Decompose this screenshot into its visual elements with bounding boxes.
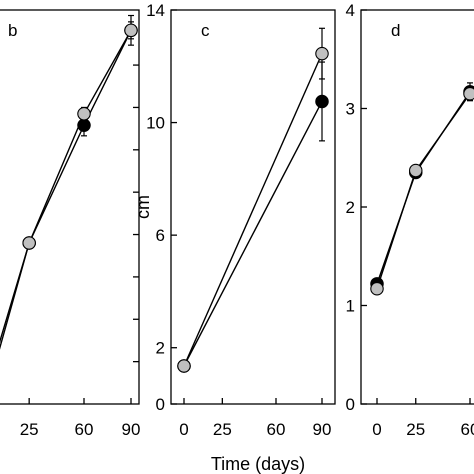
series-line-gray [0, 29, 132, 344]
y-tick-label: 0 [346, 395, 355, 414]
x-tick-label: 90 [313, 420, 332, 439]
x-axis-title: Time (days) [211, 454, 305, 474]
panel-b: b 25 60 90 [0, 9, 141, 439]
x-tick-label: 60 [267, 420, 286, 439]
x-tick-label: 60 [461, 420, 474, 439]
series-line-black [0, 30, 132, 350]
data-point-gray [408, 163, 423, 178]
x-tick-label: 90 [122, 420, 141, 439]
series-line-gray [183, 53, 323, 367]
data-point-gray [177, 359, 191, 373]
y-tick-label: 14 [146, 1, 165, 20]
y-tick-label: 0 [156, 395, 165, 414]
x-tick-label: 25 [213, 420, 232, 439]
data-point-gray [315, 46, 329, 61]
data-point-gray [370, 282, 384, 296]
series-line-gray [376, 93, 471, 289]
data-point-gray [124, 23, 138, 38]
panel-b-frame [0, 9, 140, 405]
data-point-gray [463, 86, 474, 101]
panel-letter-d: d [391, 21, 400, 40]
panel-c-frame [170, 9, 336, 405]
y-tick-label: 6 [156, 226, 165, 245]
data-point-gray [22, 236, 36, 250]
series-line-black [376, 91, 471, 285]
y-tick-label: 3 [346, 100, 355, 119]
y-tick-label: 1 [346, 297, 355, 316]
panel-d-frame [360, 9, 474, 405]
x-tick-label: 0 [179, 420, 188, 439]
y-axis-title: cm [133, 195, 153, 219]
data-point-black [315, 94, 329, 109]
panel-d: d 0 25 60 0 1 2 3 4 [346, 1, 474, 439]
x-tick-label: 0 [372, 420, 381, 439]
panel-letter-b: b [8, 21, 17, 40]
x-tick-label: 60 [75, 420, 94, 439]
x-tick-label: 25 [406, 420, 425, 439]
y-tick-label: 10 [146, 114, 165, 133]
data-point-gray [77, 107, 91, 121]
y-tick-label: 2 [156, 339, 165, 358]
x-tick-label: 25 [20, 420, 39, 439]
series-line-black [183, 101, 323, 367]
panel-letter-c: c [201, 21, 210, 40]
y-tick-label: 2 [346, 198, 355, 217]
panel-c: c 0 25 60 90 0 2 6 10 14 cm [133, 1, 336, 439]
y-tick-label: 4 [346, 1, 355, 20]
